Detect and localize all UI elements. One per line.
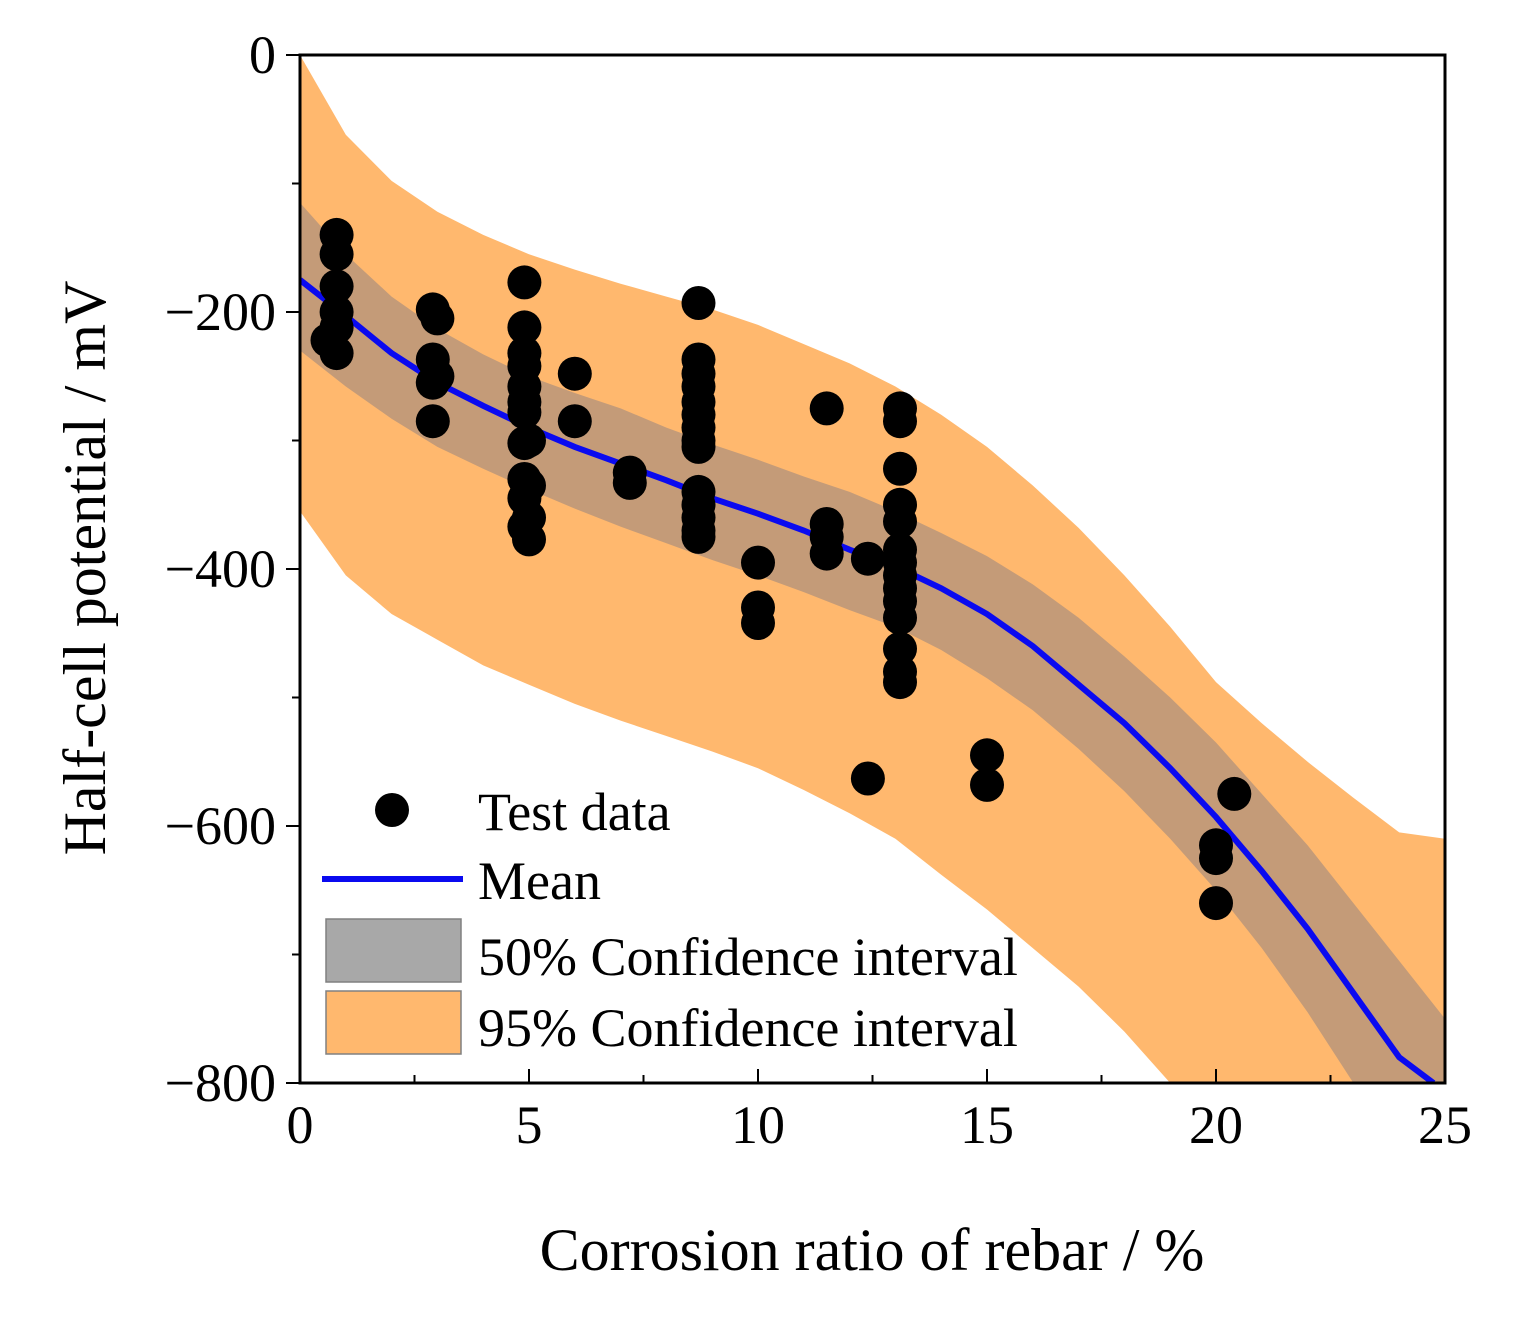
test-data-point [741, 606, 775, 640]
x-tick-label: 5 [516, 1095, 543, 1155]
test-data-point [415, 404, 450, 439]
y-tick-label: −800 [165, 1053, 276, 1113]
test-data-point [681, 519, 716, 554]
test-data-point [850, 541, 885, 576]
test-data-point [970, 738, 1004, 773]
x-tick-label: 15 [960, 1095, 1014, 1155]
test-data-point [883, 451, 917, 486]
test-data-point [883, 504, 917, 539]
test-data-point [850, 761, 885, 796]
x-axis-title: Corrosion ratio of rebar / % [540, 1217, 1205, 1283]
test-data-point [319, 237, 354, 272]
test-data-point [1217, 776, 1252, 811]
y-tick-label: −600 [165, 796, 276, 856]
test-data-point [809, 391, 844, 426]
test-data-point [1199, 886, 1233, 921]
test-data-point [420, 359, 455, 394]
test-data-point [507, 265, 542, 300]
test-data-point [507, 395, 542, 430]
x-tick-label: 10 [731, 1095, 785, 1155]
test-data-point [557, 404, 592, 439]
test-data-point [741, 545, 775, 580]
test-data-point [319, 269, 354, 304]
x-axis: 0 5 10 15 20 25 [287, 1069, 1472, 1155]
y-tick-label: −200 [165, 282, 276, 342]
legend-swatch-ci95 [325, 990, 462, 1055]
test-data-point [612, 465, 647, 500]
legend-label-ci50: 50% Confidence interval [478, 927, 1018, 987]
test-data-point [420, 301, 455, 336]
test-data-points [310, 217, 1252, 921]
legend-swatch-ci50 [325, 918, 462, 983]
x-tick-label: 0 [287, 1095, 314, 1155]
plot-area [300, 55, 1445, 1083]
test-data-point [557, 356, 592, 391]
test-data-point [507, 310, 542, 345]
test-data-point [970, 767, 1004, 802]
y-axis-title: Half-cell potential / mV [52, 281, 118, 856]
test-data-point [883, 665, 917, 700]
y-axis: 0 −200 −400 −600 −800 [165, 25, 300, 1113]
test-data-point [681, 286, 716, 320]
y-tick-label: −400 [165, 539, 276, 599]
legend-label-test-data: Test data [478, 782, 671, 842]
test-data-point [681, 429, 716, 464]
legend-label-ci95: 95% Confidence interval [478, 998, 1018, 1058]
test-data-point [319, 310, 354, 345]
y-tick-label: 0 [249, 25, 276, 85]
test-data-point [883, 600, 917, 635]
x-tick-label: 25 [1418, 1095, 1472, 1155]
test-data-point [512, 522, 546, 557]
legend-label-mean: Mean [478, 851, 601, 911]
test-data-point [1199, 841, 1233, 876]
legend: Test data Mean 50% Confidence interval 9… [322, 782, 1018, 1058]
test-data-point [319, 336, 354, 371]
x-tick-label: 20 [1189, 1095, 1243, 1155]
test-data-point [883, 404, 917, 439]
test-data-point [512, 423, 546, 458]
legend-marker-test-data [375, 793, 409, 827]
test-data-point [809, 536, 844, 571]
